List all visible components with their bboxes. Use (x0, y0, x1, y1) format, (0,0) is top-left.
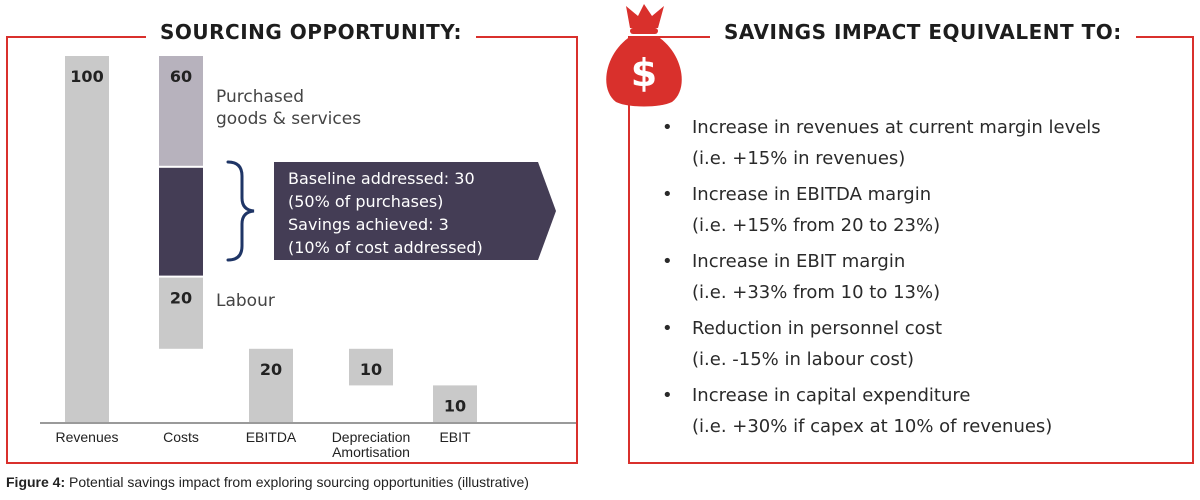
bullet-dot: • (662, 251, 673, 272)
bullet-dot: • (662, 385, 673, 406)
purchased-goods-label: Purchased goods & services (216, 87, 361, 129)
category-label: Revenues (55, 429, 118, 445)
figure-caption: Figure 4: Potential savings impact from … (6, 474, 529, 490)
callout-box (274, 162, 556, 260)
savings-bullet-sub: (i.e. -15% in labour cost) (692, 349, 914, 370)
bar-depreciation-5 (349, 348, 393, 386)
dollar-sign: $ (631, 51, 657, 95)
curly-bracket (226, 160, 255, 262)
savings-bullet-sub: (i.e. +33% from 10 to 13%) (692, 282, 941, 303)
savings-bullet-item: • Increase in revenues at current margin … (660, 112, 1180, 174)
savings-bullet-item: • Increase in EBITDA margin (i.e. +15% fro… (660, 179, 1180, 241)
savings-bullet-sub: (i.e. +15% in revenues) (692, 148, 906, 169)
category-label: Depreciation Amortisation (332, 429, 411, 460)
bar-ebit-6 (433, 385, 477, 422)
bar-value-label: 10 (360, 360, 382, 379)
bar-costs-2 (159, 167, 203, 276)
savings-bullet-sub: (i.e. +15% from 20 to 23%) (692, 215, 941, 236)
bar-value-label: 20 (170, 289, 192, 308)
savings-bullet-item: • Increase in capital expenditure (i.e. +3… (660, 380, 1180, 442)
category-label: EBIT (439, 429, 471, 445)
savings-bullet-main: Increase in capital expenditure (692, 385, 971, 406)
bar-value-label: 60 (170, 67, 192, 86)
figure-caption-label: Figure 4: (6, 474, 66, 490)
bar-ebitda-4 (249, 348, 293, 422)
savings-panel-title: SAVINGS IMPACT EQUIVALENT TO: (710, 20, 1136, 44)
savings-bullet-main: Reduction in personnel cost (692, 318, 943, 339)
bar-revenues-0 (65, 56, 109, 422)
savings-bullet-item: • Increase in EBIT margin (i.e. +33% from … (660, 246, 1180, 308)
waterfall-chart: 100 60 20 20 10 10 Revenues Costs EBITDA Deprecia… (40, 56, 576, 460)
money-bag-icon: $ (596, 0, 692, 113)
savings-bullet-item: • Reduction in personnel cost (i.e. -15% i… (660, 313, 1180, 375)
bullet-dot: • (662, 318, 673, 339)
savings-bullet-sub: (i.e. +30% if capex at 10% of revenues) (692, 416, 1053, 437)
figure-caption-text: Potential savings impact from exploring … (65, 474, 529, 490)
savings-bullet-main: Increase in revenues at current margin l… (692, 117, 1101, 138)
savings-bullet-main: Increase in EBIT margin (692, 251, 906, 272)
labour-label: Labour (216, 291, 275, 311)
sourcing-panel-title: SOURCING OPPORTUNITY: (146, 20, 477, 44)
callout-text: Baseline addressed: 30 (50% of purchases)… (288, 169, 483, 257)
category-label: EBITDA (246, 429, 297, 445)
bar-value-label: 20 (260, 360, 282, 379)
bullet-dot: • (662, 117, 673, 138)
bar-value-label: 100 (70, 67, 103, 86)
savings-bullet-main: Increase in EBITDA margin (692, 184, 932, 205)
bar-costs-3 (159, 277, 203, 349)
bullet-dot: • (662, 184, 673, 205)
savings-bullet-list: • Increase in revenues at current margin … (660, 112, 1180, 447)
bar-costs-1 (159, 56, 203, 166)
category-label: Costs (163, 429, 199, 445)
bar-value-label: 10 (444, 396, 466, 415)
